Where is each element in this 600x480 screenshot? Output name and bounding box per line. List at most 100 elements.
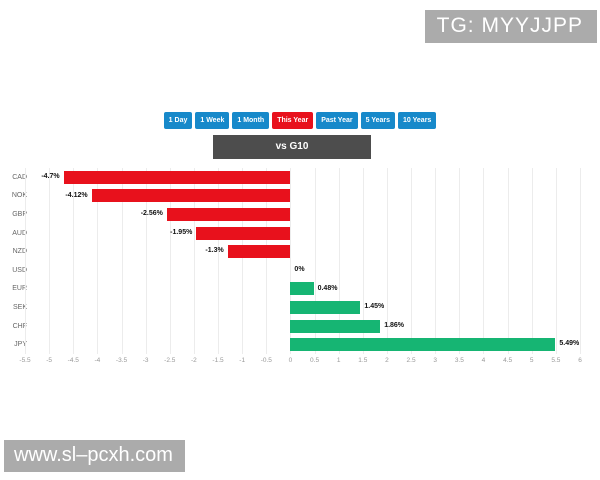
x-tick-label: 4 <box>481 357 486 364</box>
plot-rows: -4.7% -4.12% -2.56% -1.95% -1.3% 0% 0.48% 1.45%… <box>25 168 580 354</box>
x-tick-label: 1 <box>336 357 341 364</box>
gridline <box>218 168 220 354</box>
gridline <box>145 168 147 354</box>
x-tick-label: -2.5 <box>164 357 176 364</box>
gridline <box>97 168 99 354</box>
gridline <box>531 168 533 354</box>
x-tick-label: 1.5 <box>358 357 368 364</box>
x-tick-label: 3.5 <box>454 357 464 364</box>
x-tick-label: 4.5 <box>503 357 513 364</box>
gridline <box>338 168 340 354</box>
bar-row-nok: -4.12% <box>25 187 580 206</box>
gridline <box>580 168 581 354</box>
period-button-5-years[interactable]: 5 Years <box>360 112 396 129</box>
gridline <box>25 168 26 354</box>
x-tick-label: 0.5 <box>310 357 320 364</box>
x-tick-label: -0.5 <box>260 357 272 364</box>
bar-cad[interactable] <box>63 170 291 184</box>
gridline <box>73 168 75 354</box>
gridline <box>314 168 316 354</box>
gridline <box>555 168 557 354</box>
gridline <box>193 168 195 354</box>
bar-row-aud: -1.95% <box>25 224 580 243</box>
x-tick-label: -4.5 <box>67 357 79 364</box>
value-label-aud: -1.95% <box>170 228 193 236</box>
value-label-cad: -4.7% <box>41 173 60 180</box>
period-button-row: 1 Day 1 Week 1 Month This Year Past Year 5 Ye… <box>0 112 600 129</box>
gridline <box>411 168 413 354</box>
x-tick-label: -1 <box>239 357 246 364</box>
bar-row-usd: 0% <box>25 261 580 280</box>
gridline <box>121 168 123 354</box>
value-label-gbp: -2.56% <box>140 210 163 218</box>
bar-row-nzd: -1.3% <box>25 242 580 261</box>
bar-row-cad: -4.7% <box>25 168 580 187</box>
x-tick-label: 5.5 <box>551 357 561 364</box>
value-label-jpy: 5.49% <box>559 340 580 348</box>
bar-row-jpy: 5.49% <box>25 335 580 354</box>
gridline <box>483 168 485 354</box>
value-label-sek: 1.45% <box>364 303 385 311</box>
x-tick-label: -1.5 <box>212 357 224 364</box>
bar-row-eur: 0.48% <box>25 280 580 299</box>
bar-aud[interactable] <box>196 226 291 240</box>
period-button-1-week[interactable]: 1 Week <box>195 112 230 129</box>
category-label-eur: EUR <box>12 285 27 293</box>
bar-nok[interactable] <box>91 189 291 203</box>
x-tick-label: 6 <box>578 357 582 364</box>
bar-sek[interactable] <box>290 300 361 314</box>
bar-row-chf: 1.86% <box>25 317 580 336</box>
category-label-sek: SEK <box>12 303 27 311</box>
bar-eur[interactable] <box>290 282 314 296</box>
x-tick-label: 5 <box>529 357 534 364</box>
x-tick-label: -2 <box>191 357 197 364</box>
x-tick-label: 3 <box>433 357 438 364</box>
x-tick-label: -5.5 <box>19 357 31 364</box>
gridline <box>435 168 437 354</box>
gridline <box>242 168 244 354</box>
value-label-eur: 0.48% <box>317 284 338 292</box>
category-label-aud: AUD <box>12 229 27 237</box>
category-label-usd: USD <box>12 266 27 274</box>
period-button-1-month[interactable]: 1 Month <box>232 112 270 129</box>
bar-gbp[interactable] <box>166 207 291 221</box>
bar-nzd[interactable] <box>227 245 291 259</box>
watermark: www.sl–pcxh.com <box>4 440 185 472</box>
x-tick-label: -3.5 <box>115 357 128 364</box>
period-button-10-years[interactable]: 10 Years <box>398 112 437 129</box>
x-tick-label: -4 <box>94 357 101 364</box>
period-button-1-day[interactable]: 1 Day <box>163 112 193 129</box>
bar-row-sek: 1.45% <box>25 298 580 317</box>
category-label-chf: CHF <box>12 322 27 330</box>
gridline <box>266 168 268 354</box>
bar-row-gbp: -2.56% <box>25 205 580 224</box>
category-label-cad: CAD <box>12 173 27 181</box>
gridline <box>290 168 292 354</box>
x-tick-label: 2 <box>385 357 389 364</box>
x-tick-label: -5 <box>46 357 53 364</box>
gridline <box>169 168 171 354</box>
category-label-gbp: GBP <box>12 210 27 218</box>
category-label-jpy: JPY <box>14 341 27 349</box>
x-axis: -5.5 -5 -4.5 -4 -3.5 -3 -2.5 -2 -1.5 -1 -0.5 0 0.5 1 1… <box>19 357 582 369</box>
currency-bar-chart: CAD NOK GBP AUD NZD USD EUR SEK CHF JPY -4.7% -4.1… <box>0 168 600 373</box>
period-button-past-year[interactable]: Past Year <box>316 112 358 129</box>
tg-badge: TG: MYYJJPP <box>424 10 597 43</box>
x-tick-label: -3 <box>142 357 149 364</box>
x-tick-label: 0 <box>288 357 293 364</box>
category-label-nok: NOK <box>11 192 27 200</box>
gridline <box>362 168 364 354</box>
value-label-usd: 0% <box>294 265 305 273</box>
gridline <box>386 168 388 354</box>
bar-jpy[interactable] <box>290 338 556 352</box>
x-tick-label: 2.5 <box>406 357 416 364</box>
gridline <box>49 168 51 354</box>
gridline <box>507 168 509 354</box>
period-button-this-year[interactable]: This Year <box>272 112 314 129</box>
bar-chf[interactable] <box>290 319 381 333</box>
category-label-nzd: NZD <box>12 248 27 256</box>
comparison-header: vs G10 <box>213 135 371 159</box>
value-label-nok: -4.12% <box>65 191 88 199</box>
plot-area: -4.7% -4.12% -2.56% -1.95% -1.3% 0% 0.48% 1.45%… <box>25 168 581 354</box>
